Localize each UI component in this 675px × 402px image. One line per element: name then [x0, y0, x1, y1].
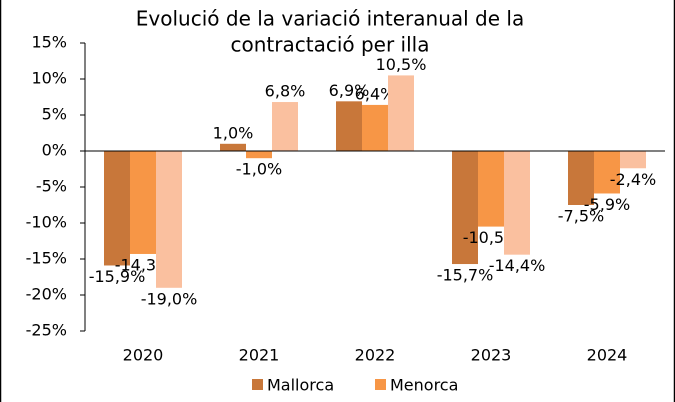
y-tick-label: -10%: [26, 213, 67, 232]
data-label: -7,5%: [558, 207, 604, 226]
bar: [568, 151, 594, 205]
y-tick-label: 5%: [42, 105, 67, 124]
bar: [156, 151, 182, 288]
bar: [452, 151, 478, 265]
data-label: -5,9%: [584, 195, 630, 214]
x-tick-label: 2020: [123, 346, 164, 365]
y-tick-label: -15%: [26, 249, 67, 268]
bar: [620, 151, 646, 169]
bar: [362, 104, 388, 151]
x-tick-label: 2021: [239, 346, 280, 365]
y-tick-label: -5%: [36, 177, 67, 196]
data-label: -2,4%: [610, 170, 656, 189]
chart-title: contractació per illa: [231, 33, 430, 57]
bar: [594, 151, 620, 194]
chart-title: Evolució de la variació interanual de la: [136, 7, 524, 31]
y-tick-label: -20%: [26, 285, 67, 304]
x-tick-label: 2024: [587, 346, 628, 365]
data-label: 6,9%: [329, 81, 370, 100]
legend-label: Mallorca: [267, 376, 334, 395]
bar: [272, 102, 298, 151]
y-tick-label: -25%: [26, 321, 67, 340]
legend-swatch: [252, 379, 263, 390]
bar: [220, 143, 246, 151]
data-label: 10,5%: [376, 55, 427, 74]
bar: [246, 151, 272, 159]
data-label: 6,4%: [355, 84, 396, 103]
bar: [478, 151, 504, 227]
bar: [130, 151, 156, 254]
legend-swatch: [375, 379, 386, 390]
data-label: -19,0%: [141, 289, 198, 308]
data-label: 6,8%: [265, 82, 306, 101]
x-tick-label: 2022: [355, 346, 396, 365]
data-label: 1,0%: [213, 123, 254, 142]
y-tick-label: 15%: [31, 33, 67, 52]
data-label: -14,4%: [489, 256, 546, 275]
y-tick-label: 10%: [31, 69, 67, 88]
bar: [104, 151, 130, 266]
x-tick-label: 2023: [471, 346, 512, 365]
y-tick-label: 0%: [42, 141, 67, 160]
bar: [388, 75, 414, 151]
data-label: -1,0%: [236, 160, 282, 179]
legend-label: Menorca: [390, 376, 458, 395]
data-label: -15,7%: [437, 266, 494, 285]
data-label: -15,9%: [89, 267, 146, 286]
bar: [504, 151, 530, 255]
bar: [336, 101, 362, 151]
